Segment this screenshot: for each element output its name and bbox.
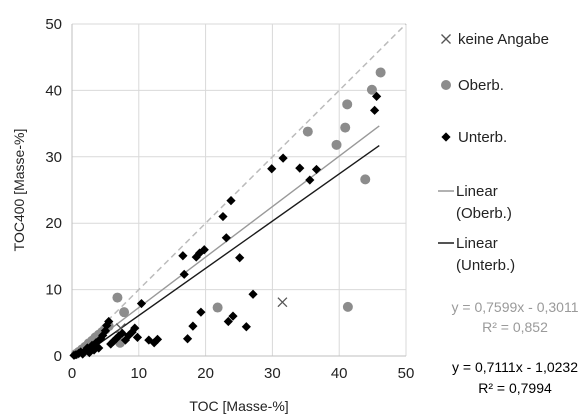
data-point-diamond: [106, 339, 116, 349]
x-tick-label: 50: [398, 365, 415, 382]
data-point-circle: [360, 174, 371, 185]
data-point-diamond: [311, 164, 322, 175]
y-tick-label: 50: [45, 16, 62, 33]
x-tick-label: 20: [197, 365, 214, 382]
y-tick-label: 10: [45, 282, 62, 299]
data-point-diamond: [235, 253, 245, 263]
data-point-diamond: [117, 328, 127, 339]
data-point-diamond: [199, 245, 209, 255]
legend-label: keine Angabe: [458, 31, 549, 48]
data-point-diamond: [94, 343, 104, 353]
data-point-diamond: [226, 196, 236, 206]
data-point-circle: [212, 302, 223, 313]
identity-line: [71, 23, 407, 357]
legend-symbol-circle: [441, 80, 451, 90]
data-point-diamond: [305, 175, 315, 185]
legend-label: Linear: [456, 235, 498, 252]
data-point-diamond: [80, 346, 90, 356]
data-point-diamond: [149, 338, 159, 348]
regression-r-squared: R² = 0,852: [482, 319, 548, 335]
y-tick-label: 40: [45, 82, 62, 99]
data-point-diamond: [182, 334, 193, 344]
legend-label: (Unterb.): [456, 257, 515, 274]
data-point-diamond: [188, 321, 198, 331]
legend-label: Linear: [456, 183, 498, 200]
data-point-diamond: [218, 211, 228, 222]
data-point-diamond: [130, 323, 140, 333]
data-point-circle: [331, 139, 342, 150]
data-point-diamond: [144, 335, 154, 345]
data-point-diamond: [295, 163, 305, 173]
legend-label: Unterb.: [458, 129, 507, 146]
data-point-diamond: [87, 340, 97, 350]
data-point-diamond: [91, 338, 101, 348]
data-point-diamond: [370, 105, 380, 115]
data-point-circle: [366, 84, 377, 95]
data-point-x: [277, 297, 288, 308]
data-point-diamond: [372, 91, 382, 101]
data-point-diamond: [104, 316, 114, 327]
regression-equation: y = 0,7599x - 0,3011: [452, 299, 579, 315]
regression-equation: y = 0,7111x - 1,0232: [452, 359, 578, 375]
y-tick-label: 0: [54, 348, 62, 365]
data-point-circle: [342, 301, 353, 312]
x-tick-label: 10: [130, 365, 147, 382]
x-tick-label: 40: [331, 365, 348, 382]
data-point-circle: [340, 122, 351, 133]
data-point-diamond: [178, 251, 188, 261]
legend-symbol-x: [441, 34, 451, 44]
data-point-diamond: [223, 316, 233, 327]
y-axis-title: TOC400 [Masse-%]: [11, 129, 27, 252]
data-point-diamond: [108, 336, 119, 346]
data-point-circle: [119, 307, 130, 318]
data-point-diamond: [221, 233, 231, 243]
data-point-diamond: [228, 311, 238, 321]
x-axis-title: TOC [Masse-%]: [189, 398, 288, 414]
data-point-diamond: [132, 332, 143, 343]
data-point-diamond: [111, 334, 121, 344]
y-tick-label: 20: [45, 215, 62, 232]
data-point-diamond: [196, 307, 206, 317]
data-point-diamond: [120, 335, 131, 345]
data-point-diamond: [278, 153, 288, 163]
data-point-circle: [112, 292, 123, 303]
legend-label: Oberb.: [458, 77, 504, 94]
data-point-circle: [302, 126, 313, 137]
data-point-diamond: [152, 334, 163, 344]
x-tick-label: 30: [264, 365, 281, 382]
data-point-diamond: [136, 298, 147, 309]
y-tick-label: 30: [45, 149, 62, 166]
trendline-1: [81, 145, 380, 357]
regression-r-squared: R² = 0,7994: [478, 380, 552, 396]
data-point-circle: [375, 67, 386, 78]
data-point-circle: [342, 99, 353, 110]
legend-symbol-diamond: [441, 132, 451, 142]
data-point-diamond: [179, 269, 189, 279]
data-point-diamond: [267, 164, 277, 174]
data-point-diamond: [82, 343, 92, 353]
data-point-diamond: [241, 322, 251, 332]
data-point-diamond: [248, 289, 258, 299]
data-point-diamond: [96, 334, 106, 344]
legend-label: (Oberb.): [456, 205, 512, 222]
x-tick-label: 0: [68, 365, 76, 382]
